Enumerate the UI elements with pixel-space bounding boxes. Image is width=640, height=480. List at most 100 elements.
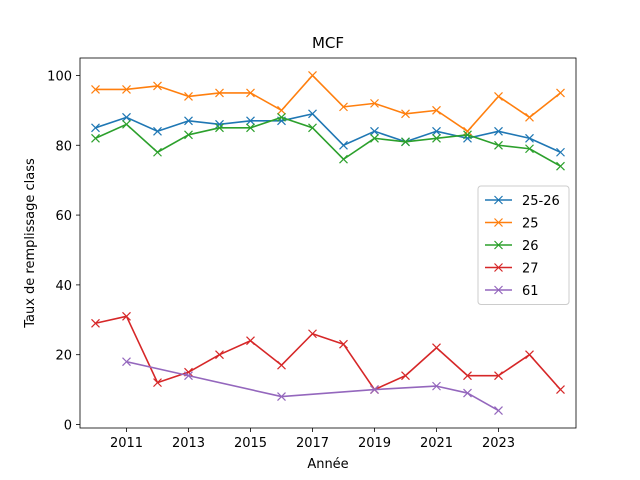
y-tick-label: 80 — [55, 139, 72, 154]
data-point-25-26 — [339, 140, 348, 150]
y-tick-label: 40 — [55, 279, 72, 294]
data-point-27 — [525, 350, 534, 360]
legend-marker — [494, 240, 503, 250]
data-point-25 — [494, 91, 503, 101]
data-point-25-26 — [308, 109, 317, 119]
data-point-26 — [246, 123, 255, 133]
x-axis-title: Année — [307, 457, 348, 472]
data-point-25-26 — [370, 126, 379, 136]
data-point-26 — [401, 137, 410, 147]
y-axis-title: Taux de remplissage class — [23, 158, 38, 329]
data-point-25 — [215, 88, 224, 98]
data-point-25 — [246, 88, 255, 98]
data-point-26 — [370, 133, 379, 143]
data-point-26 — [432, 133, 441, 143]
data-point-26 — [525, 144, 534, 154]
data-point-26 — [184, 130, 193, 140]
data-point-27 — [153, 378, 162, 388]
y-tick-label: 20 — [55, 349, 72, 364]
data-point-61 — [184, 371, 193, 381]
data-point-27 — [556, 385, 565, 395]
legend-label: 26 — [522, 239, 539, 254]
y-tick-label: 60 — [55, 209, 72, 224]
data-point-27 — [494, 371, 503, 381]
data-point-61 — [494, 406, 503, 415]
data-point-26 — [122, 119, 131, 129]
data-point-25-26 — [432, 126, 441, 136]
data-point-25-26 — [122, 112, 131, 122]
data-point-26 — [308, 123, 317, 133]
chart-title: MCF — [312, 34, 344, 52]
data-point-26 — [215, 123, 224, 133]
x-tick-label: 2015 — [234, 436, 267, 451]
data-point-25-26 — [525, 133, 534, 143]
data-point-27 — [91, 318, 100, 328]
series-line-26 — [95, 116, 561, 167]
data-point-25 — [277, 105, 286, 115]
data-point-25 — [339, 102, 348, 112]
data-point-25-26 — [246, 116, 255, 126]
legend-label: 25 — [522, 217, 539, 232]
legend-label: 27 — [522, 262, 539, 277]
data-point-27 — [463, 371, 472, 381]
y-tick-label: 0 — [64, 419, 72, 434]
data-point-26 — [339, 154, 348, 164]
x-tick-label: 2011 — [110, 436, 143, 451]
legend-marker — [494, 195, 503, 205]
data-point-61 — [122, 357, 131, 367]
axes-frame — [79, 57, 577, 429]
data-point-25 — [525, 112, 534, 122]
legend-box — [477, 185, 570, 305]
x-tick-label: 2013 — [172, 436, 205, 451]
data-point-25 — [91, 84, 100, 94]
data-point-25-26 — [494, 126, 503, 136]
series-line-25 — [95, 74, 561, 133]
legend-label: 61 — [522, 284, 539, 299]
series-line-25-26 — [95, 113, 561, 153]
data-point-61 — [463, 388, 472, 398]
data-point-27 — [432, 343, 441, 353]
series-line-27 — [95, 315, 562, 391]
data-point-25 — [463, 126, 472, 136]
data-point-26 — [91, 133, 100, 143]
legend-marker — [494, 285, 503, 295]
data-point-27 — [401, 371, 410, 381]
legend-marker — [494, 218, 503, 227]
data-point-27 — [308, 329, 317, 339]
data-point-26 — [556, 161, 565, 171]
data-point-27 — [122, 311, 131, 321]
data-point-27 — [246, 336, 255, 346]
data-point-25 — [556, 88, 565, 98]
data-point-25 — [370, 98, 379, 108]
plot-area: 2011 2013 2015 2017 2019 2021 2023 0 20 40 60 80 100… — [47, 57, 577, 451]
data-point-25-26 — [184, 116, 193, 126]
data-point-61 — [432, 381, 441, 391]
data-point-61 — [277, 392, 286, 402]
legend-label: 25-26 — [522, 194, 560, 209]
data-point-25 — [401, 109, 410, 119]
data-point-61 — [370, 385, 379, 395]
data-point-25 — [432, 105, 441, 115]
data-point-25 — [122, 84, 131, 94]
data-point-25-26 — [556, 147, 565, 157]
data-point-26 — [153, 147, 162, 157]
legend-marker — [494, 263, 503, 272]
data-point-27 — [339, 339, 348, 349]
data-point-26 — [494, 140, 503, 150]
x-tick-label: 2017 — [296, 436, 329, 451]
data-point-27 — [215, 350, 224, 360]
data-point-25-26 — [91, 123, 100, 133]
data-point-25 — [308, 71, 317, 80]
data-point-25 — [153, 81, 162, 91]
data-point-27 — [277, 360, 286, 370]
data-point-25 — [184, 91, 193, 101]
x-tick-label: 2019 — [358, 436, 391, 451]
data-point-26 — [277, 112, 286, 122]
data-point-25-26 — [215, 119, 224, 129]
y-tick-label: 100 — [47, 69, 72, 84]
data-point-26 — [463, 130, 472, 140]
data-point-25-26 — [153, 126, 162, 136]
x-tick-label: 2021 — [420, 436, 453, 451]
x-tick-label: 2023 — [482, 436, 515, 451]
